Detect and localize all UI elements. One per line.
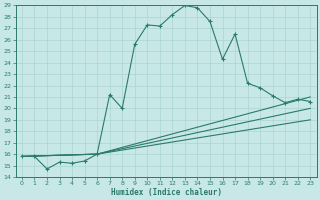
X-axis label: Humidex (Indice chaleur): Humidex (Indice chaleur) <box>111 188 221 197</box>
